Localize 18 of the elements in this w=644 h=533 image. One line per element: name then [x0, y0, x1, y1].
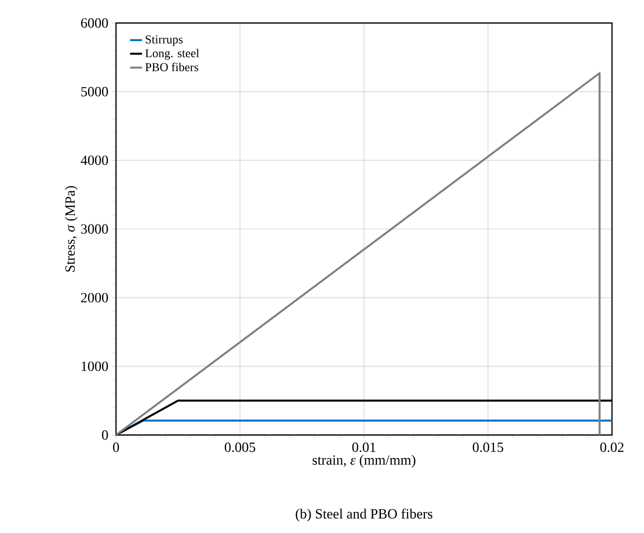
x-tick-label: 0	[113, 442, 119, 452]
y-tick-label: 2000	[81, 292, 108, 302]
legend-label: Stirrups	[146, 35, 183, 46]
legend-label: PBO fibers	[145, 62, 198, 72]
y-axis-title: Stress, σ (MPa)	[64, 186, 78, 272]
y-tick-label: 1000	[82, 362, 108, 372]
y-tick-label: 3000	[81, 224, 108, 234]
y-tick-label: 4000	[80, 156, 108, 166]
x-tick-label: 0.02	[600, 442, 624, 452]
y-tick-label: 0	[102, 430, 108, 440]
y-tick-label: 6000	[81, 18, 108, 28]
y-tick-label: 5000	[81, 86, 108, 96]
x-tick-label: 0.01	[352, 442, 376, 452]
x-axis-title: strain, ε (mm/mm)	[312, 454, 416, 468]
legend-label: Long. steel	[145, 48, 200, 60]
x-tick-label: 0.005	[224, 442, 256, 452]
text: (b) Steel and PBO fibers	[296, 508, 432, 522]
x-tick-label: 0.015	[472, 442, 504, 452]
